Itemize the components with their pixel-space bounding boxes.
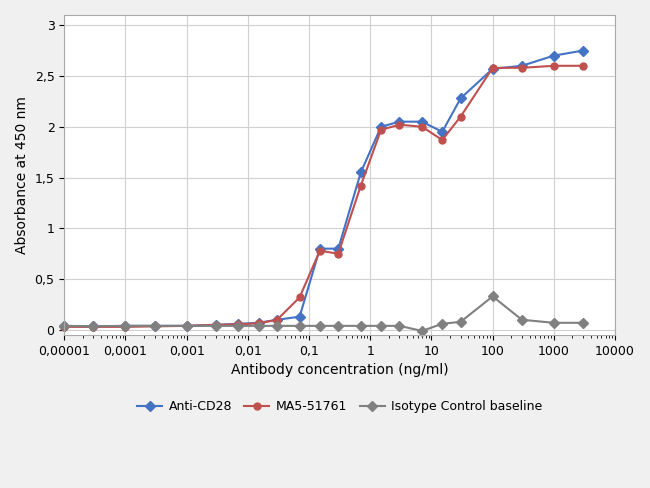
Anti-CD28 [316, 246, 324, 252]
Isotype Control baseline [579, 320, 587, 325]
MA5-51761 [438, 137, 446, 143]
Isotype Control baseline [60, 323, 68, 329]
Anti-CD28 [296, 314, 304, 320]
Anti-CD28 [377, 124, 385, 130]
Isotype Control baseline [316, 323, 324, 329]
MA5-51761 [151, 324, 159, 329]
Isotype Control baseline [212, 323, 220, 329]
Isotype Control baseline [357, 323, 365, 329]
Anti-CD28 [396, 119, 404, 124]
MA5-51761 [183, 323, 190, 329]
Anti-CD28 [212, 322, 220, 328]
MA5-51761 [334, 251, 342, 257]
Anti-CD28 [60, 323, 68, 329]
Isotype Control baseline [418, 328, 426, 334]
MA5-51761 [396, 122, 404, 128]
Isotype Control baseline [438, 321, 446, 327]
Isotype Control baseline [377, 323, 385, 329]
MA5-51761 [296, 294, 304, 300]
Anti-CD28 [579, 48, 587, 54]
MA5-51761 [418, 124, 426, 130]
Anti-CD28 [235, 321, 242, 327]
MA5-51761 [579, 63, 587, 69]
Anti-CD28 [457, 95, 465, 101]
Line: MA5-51761: MA5-51761 [61, 62, 586, 330]
MA5-51761 [122, 324, 129, 330]
Anti-CD28 [357, 169, 365, 175]
Anti-CD28 [151, 323, 159, 329]
MA5-51761 [357, 183, 365, 188]
Isotype Control baseline [151, 323, 159, 329]
MA5-51761 [457, 114, 465, 120]
MA5-51761 [489, 65, 497, 71]
Legend: Anti-CD28, MA5-51761, Isotype Control baseline: Anti-CD28, MA5-51761, Isotype Control ba… [132, 395, 547, 418]
Line: Isotype Control baseline: Isotype Control baseline [61, 293, 586, 334]
Anti-CD28 [489, 66, 497, 72]
Isotype Control baseline [334, 323, 342, 329]
X-axis label: Antibody concentration (ng/ml): Antibody concentration (ng/ml) [231, 363, 448, 377]
MA5-51761 [377, 127, 385, 133]
MA5-51761 [550, 63, 558, 69]
MA5-51761 [255, 321, 263, 326]
Isotype Control baseline [255, 323, 263, 329]
Isotype Control baseline [457, 319, 465, 325]
Isotype Control baseline [122, 323, 129, 329]
Anti-CD28 [122, 323, 129, 329]
MA5-51761 [60, 324, 68, 330]
Anti-CD28 [550, 53, 558, 59]
Isotype Control baseline [273, 323, 281, 329]
MA5-51761 [90, 324, 97, 330]
Isotype Control baseline [489, 293, 497, 299]
Anti-CD28 [518, 63, 526, 69]
Anti-CD28 [273, 317, 281, 323]
Isotype Control baseline [183, 323, 190, 329]
Anti-CD28 [418, 119, 426, 124]
Line: Anti-CD28: Anti-CD28 [61, 47, 586, 330]
MA5-51761 [212, 322, 220, 328]
Isotype Control baseline [90, 324, 97, 329]
MA5-51761 [273, 317, 281, 323]
Isotype Control baseline [235, 323, 242, 329]
MA5-51761 [316, 248, 324, 254]
Anti-CD28 [334, 246, 342, 252]
Y-axis label: Absorbance at 450 nm: Absorbance at 450 nm [15, 96, 29, 254]
MA5-51761 [518, 65, 526, 71]
Anti-CD28 [255, 320, 263, 325]
Isotype Control baseline [396, 323, 404, 329]
Anti-CD28 [438, 129, 446, 135]
MA5-51761 [235, 322, 242, 327]
Isotype Control baseline [550, 320, 558, 325]
Isotype Control baseline [296, 323, 304, 329]
Isotype Control baseline [518, 317, 526, 323]
Anti-CD28 [90, 324, 97, 329]
Anti-CD28 [183, 323, 190, 329]
